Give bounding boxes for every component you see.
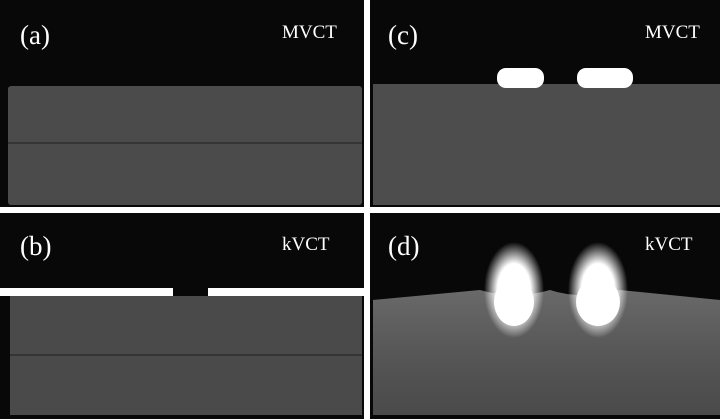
modality-label: MVCT: [282, 22, 337, 43]
panel-d: (d) kVCT: [370, 213, 720, 419]
panel-a: (a) MVCT: [0, 0, 364, 207]
modality-label: kVCT: [282, 234, 330, 255]
panel-label: (d): [388, 231, 419, 261]
modality-label: MVCT: [645, 22, 700, 43]
panel-b: (b) kVCT: [0, 213, 364, 419]
panel-label: (a): [20, 20, 50, 50]
modality-label: kVCT: [645, 234, 693, 255]
panel-c: (c) MVCT: [370, 0, 720, 207]
panel-label: (c): [388, 20, 418, 50]
panel-label: (b): [20, 231, 51, 261]
figure: (a) MVCT (c) MVCT (b) kVCT (d) kVCT: [0, 0, 720, 419]
